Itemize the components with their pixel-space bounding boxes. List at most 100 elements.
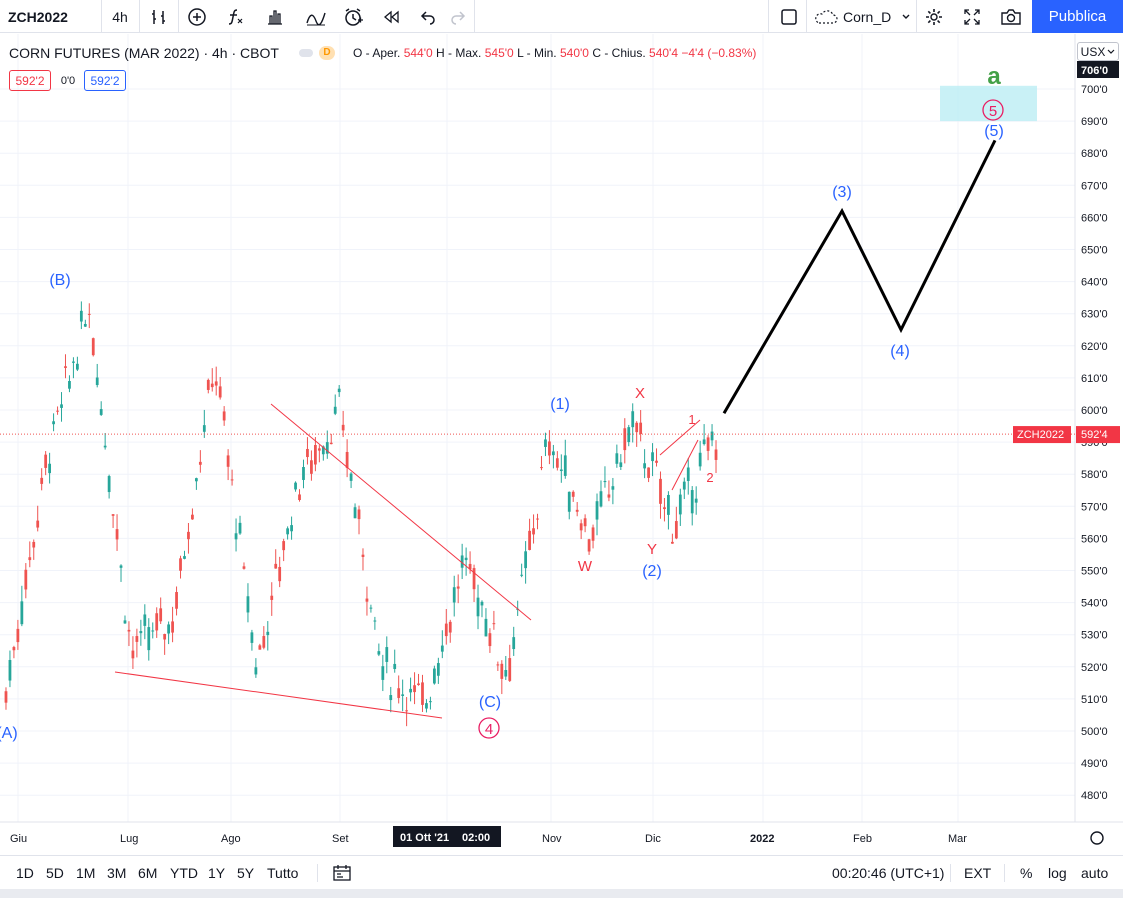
settings-gear-icon[interactable] [920,0,948,33]
currency-select[interactable]: USX [1077,42,1119,61]
candle-body [234,533,238,540]
candle-body [266,631,270,636]
range-button-3m[interactable]: 3M [107,865,127,881]
symbol-search-button[interactable]: ZCH2022 [8,8,68,25]
bar-style-icon[interactable] [144,0,174,33]
range-button-1m[interactable]: 1M [76,865,96,881]
scale-settings-gear-icon[interactable] [1090,831,1104,845]
candle-body [341,424,345,431]
candle-body [167,624,171,634]
candle-body [258,645,262,650]
delayed-data-badge[interactable]: D [318,46,335,60]
price-chart[interactable]: 700'0 690'0 680'0 670'0 660'0 650'0 640'0 630'0… [0,34,1123,854]
candle-body [103,445,107,448]
toolbar-divider [950,864,951,882]
candle-body [202,425,206,432]
extended-hours-toggle[interactable]: EXT [964,865,992,881]
trend-line-channel-top[interactable] [659,419,701,456]
trend-line-channel-bottom[interactable] [671,439,699,491]
target-zone-box[interactable] [940,85,1037,122]
candle-body [694,498,698,503]
candle-body [647,467,650,478]
auto-scale-toggle[interactable]: auto [1081,865,1109,881]
candle-body [575,509,579,512]
layout-square-icon[interactable] [776,0,802,33]
toolbar-divider [916,0,917,33]
indicators-icon[interactable] [220,0,250,33]
log-scale-toggle[interactable]: log [1048,865,1067,881]
candle-body [559,469,563,472]
candle-body [520,574,524,576]
candle-body [337,388,341,393]
candle-body [361,554,365,557]
time-axis-label: Set [332,833,349,845]
candle-body [377,651,381,655]
range-button-1y[interactable]: 1Y [208,865,226,881]
candle-body [187,531,190,540]
candle-body [111,514,115,516]
alert-clock-icon[interactable] [338,0,368,33]
candle-body [409,688,412,693]
trend-line-upper[interactable] [270,403,532,621]
candle-body [611,486,615,490]
instrument-title[interactable]: CORN FUTURES (MAR 2022) · 4h · CBOT [9,45,279,61]
candle-body [714,449,718,460]
publish-button[interactable]: Pubblica [1032,0,1123,33]
candle-body [60,404,63,408]
candle-body [460,555,464,568]
percent-scale-toggle[interactable]: % [1020,865,1033,881]
bottom-toolbar: 1D 5D 1M 3M 6M YTD 1Y 5Y Tutto 00:20:46 … [0,855,1123,889]
layout-menu[interactable]: Corn_D [813,0,913,33]
candle-body [579,523,583,531]
fullscreen-icon[interactable] [958,0,986,33]
replay-icon[interactable] [376,0,406,33]
chevron-down-icon [901,12,911,22]
candle-body [536,518,539,520]
sell-price-box[interactable]: 592'2 [9,70,51,91]
candle-body [413,685,416,693]
compare-add-icon[interactable] [182,0,212,33]
wave-label-4: (4) [890,343,910,360]
range-button-6m[interactable]: 6M [138,865,158,881]
strategy-icon[interactable] [299,0,333,33]
range-button-all[interactable]: Tutto [267,865,299,881]
templates-icon[interactable] [258,0,292,33]
price-tick-label: 680'0 [1081,148,1108,160]
buy-price-box[interactable]: 592'2 [84,70,126,91]
candle-body [599,491,603,507]
wave-label-a-corrective: (A) [0,725,18,742]
goto-date-icon[interactable] [332,856,352,890]
undo-icon[interactable] [414,0,442,33]
range-button-5d[interactable]: 5D [46,865,64,881]
time-axis-label: Feb [853,833,872,845]
candle-body [72,361,75,363]
camera-snapshot-icon[interactable] [996,0,1026,33]
candle-body [551,451,555,456]
clock-timezone[interactable]: 00:20:46 (UTC+1) [832,865,945,881]
candle-body [631,411,635,428]
low-value: 540'0 [559,46,589,60]
range-button-1d[interactable]: 1D [16,865,34,881]
interval-button[interactable]: 4h [112,8,128,25]
low-label: L - Min. [517,46,557,60]
price-tick-label: 690'0 [1081,116,1108,128]
candle-body [64,366,67,368]
candle-body [298,494,301,501]
range-button-ytd[interactable]: YTD [170,865,198,881]
candle-body [381,666,385,680]
symbol-tag-label: ZCH2022 [1017,429,1064,441]
projection-path[interactable] [722,139,997,414]
candle-body [706,437,710,451]
redo-icon[interactable] [444,0,472,33]
candle-body [8,659,12,681]
candle-body [191,514,194,520]
candle-body [56,410,59,412]
candle-body [175,592,178,609]
symbol-tag-box [1013,426,1071,444]
status-dot-market [298,49,313,57]
candle-body [28,557,32,561]
wave-label-5-circled: 5 [989,103,997,120]
candle-body [333,406,337,414]
range-button-5y[interactable]: 5Y [237,865,255,881]
trend-line-lower[interactable] [114,671,443,719]
